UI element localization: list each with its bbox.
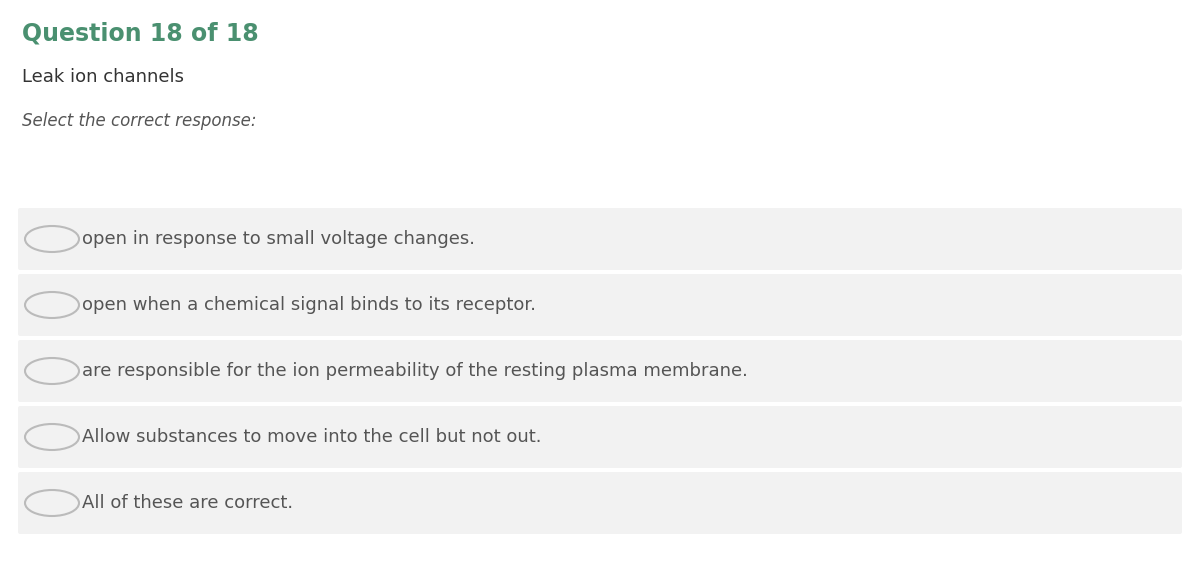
FancyBboxPatch shape	[18, 274, 1182, 336]
FancyBboxPatch shape	[18, 340, 1182, 402]
FancyBboxPatch shape	[18, 208, 1182, 270]
Text: Leak ion channels: Leak ion channels	[22, 68, 184, 86]
Ellipse shape	[25, 292, 79, 318]
Text: Allow substances to move into the cell but not out.: Allow substances to move into the cell b…	[82, 428, 541, 446]
Text: Question 18 of 18: Question 18 of 18	[22, 22, 259, 46]
FancyBboxPatch shape	[18, 472, 1182, 534]
Text: are responsible for the ion permeability of the resting plasma membrane.: are responsible for the ion permeability…	[82, 362, 748, 380]
Ellipse shape	[25, 424, 79, 450]
Text: open in response to small voltage changes.: open in response to small voltage change…	[82, 230, 475, 248]
Ellipse shape	[25, 358, 79, 384]
Text: Select the correct response:: Select the correct response:	[22, 112, 257, 130]
Ellipse shape	[25, 490, 79, 516]
Ellipse shape	[25, 226, 79, 252]
Text: All of these are correct.: All of these are correct.	[82, 494, 293, 512]
FancyBboxPatch shape	[18, 406, 1182, 468]
Text: open when a chemical signal binds to its receptor.: open when a chemical signal binds to its…	[82, 296, 536, 314]
